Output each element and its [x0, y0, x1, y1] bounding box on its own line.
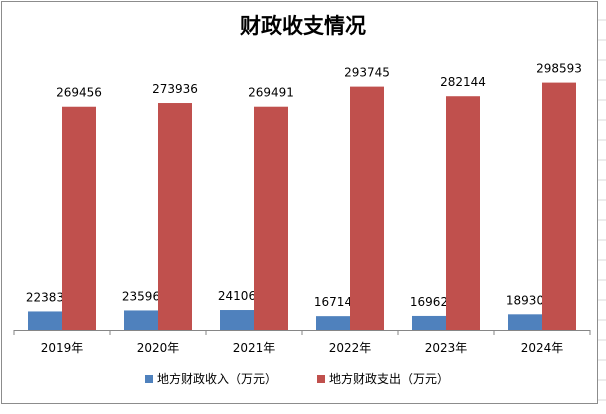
data-label-expenditure: 298593 — [536, 62, 582, 76]
legend-swatch-revenue — [145, 375, 153, 383]
sheet-gridlines — [598, 19, 606, 401]
data-label-expenditure: 269491 — [248, 86, 294, 100]
legend-label-expenditure: 地方财政支出（万元） — [329, 371, 449, 386]
bar-revenue — [316, 316, 350, 330]
data-label-expenditure: 282144 — [440, 75, 486, 89]
bar-expenditure — [350, 86, 384, 330]
bar-revenue — [28, 311, 62, 330]
bar-revenue — [508, 314, 542, 330]
chart-border — [1, 1, 598, 404]
data-label-expenditure: 293745 — [344, 66, 390, 80]
data-label-revenue: 24106 — [218, 289, 256, 303]
legend: 地方财政收入（万元） 地方财政支出（万元） — [145, 371, 449, 386]
legend-swatch-expenditure — [317, 375, 325, 383]
x-tick-label: 2022年 — [329, 341, 372, 355]
plot-area: 22383 269456 2019年 23596 273936 2020年 24106 269… — [13, 62, 591, 355]
bar-expenditure — [542, 82, 576, 331]
bar-expenditure — [158, 103, 192, 330]
bar-revenue — [412, 315, 446, 330]
x-tick-label: 2024年 — [521, 341, 564, 355]
data-label-revenue: 23596 — [122, 289, 160, 303]
data-label-expenditure: 269456 — [56, 86, 102, 100]
chart-title: 财政收支情况 — [240, 14, 366, 38]
x-tick-label: 2019年 — [41, 341, 84, 355]
bar-revenue — [124, 310, 158, 330]
bar-expenditure — [254, 106, 288, 330]
bar-expenditure — [62, 106, 96, 331]
bar-revenue — [220, 310, 254, 330]
x-tick-label: 2020年 — [137, 341, 180, 355]
bar-expenditure — [446, 96, 480, 330]
data-label-revenue: 18930 — [506, 293, 544, 307]
data-label-expenditure: 273936 — [152, 82, 198, 96]
x-tick-label: 2023年 — [425, 341, 468, 355]
x-tick-label: 2021年 — [233, 341, 276, 355]
data-label-revenue: 16714 — [314, 295, 352, 309]
data-label-revenue: 16962 — [410, 295, 448, 309]
data-label-revenue: 22383 — [26, 290, 64, 304]
legend-label-revenue: 地方财政收入（万元） — [157, 371, 277, 386]
